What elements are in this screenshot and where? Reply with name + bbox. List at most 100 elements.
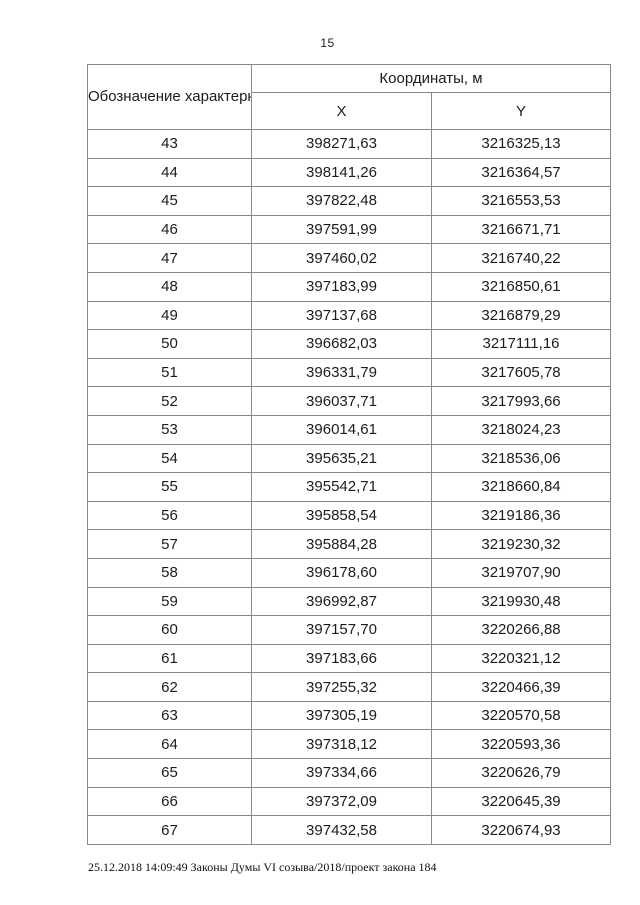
x-cell: 397591,99 [251, 214, 432, 245]
points-column-header: Обозначение характерных точек границ [87, 64, 252, 130]
x-cell: 397137,68 [251, 300, 432, 331]
point-cell: 47 [87, 243, 252, 273]
y-cell: 3219230,32 [431, 529, 611, 559]
x-cell: 395858,54 [251, 500, 432, 531]
x-cell: 397157,70 [251, 615, 432, 645]
x-cell: 397183,66 [251, 643, 432, 674]
x-cell: 398271,63 [251, 129, 432, 159]
y-cell: 3219930,48 [431, 586, 611, 617]
page-number: 15 [320, 36, 335, 50]
point-cell: 67 [87, 815, 252, 845]
table-row: 58 396178,60 3219707,90 [87, 557, 611, 588]
y-cell: 3220645,39 [431, 786, 611, 817]
x-cell: 397372,09 [251, 786, 432, 817]
y-cell: 3217605,78 [431, 357, 611, 388]
y-cell: 3220626,79 [431, 758, 611, 788]
x-cell: 397305,19 [251, 700, 432, 731]
y-cell: 3218660,84 [431, 472, 611, 502]
document-footer-stamp: 25.12.2018 14:09:49 Законы Думы VI созыв… [88, 860, 437, 874]
point-cell: 55 [87, 472, 252, 502]
point-cell: 46 [87, 214, 252, 245]
y-cell: 3220321,12 [431, 643, 611, 674]
table-body: 43 398271,63 3216325,13 44 398141,26 321… [87, 129, 611, 845]
table-row: 67 397432,58 3220674,93 [87, 815, 611, 845]
point-cell: 52 [87, 386, 252, 416]
y-cell: 3220674,93 [431, 815, 611, 845]
x-cell: 396331,79 [251, 357, 432, 388]
table-row: 64 397318,12 3220593,36 [87, 729, 611, 760]
table-header-row: Обозначение характерных точек границ Коо… [87, 64, 611, 130]
table-row: 59 396992,87 3219930,48 [87, 586, 611, 617]
table-row: 60 397157,70 3220266,88 [87, 615, 611, 645]
table-row: 49 397137,68 3216879,29 [87, 300, 611, 331]
x-cell: 397183,99 [251, 271, 432, 302]
table-row: 44 398141,26 3216364,57 [87, 157, 611, 188]
y-cell: 3217111,16 [431, 329, 611, 359]
y-cell: 3218024,23 [431, 414, 611, 445]
y-column-header: Y [431, 92, 611, 130]
point-cell: 48 [87, 271, 252, 302]
point-cell: 45 [87, 186, 252, 216]
y-cell: 3217993,66 [431, 386, 611, 416]
point-cell: 63 [87, 700, 252, 731]
table-row: 56 395858,54 3219186,36 [87, 500, 611, 531]
x-cell: 397255,32 [251, 672, 432, 702]
x-cell: 397432,58 [251, 815, 432, 845]
point-cell: 64 [87, 729, 252, 760]
coordinates-table: Обозначение характерных точек границ Коо… [87, 64, 611, 845]
table-row: 51 396331,79 3217605,78 [87, 357, 611, 388]
point-cell: 58 [87, 557, 252, 588]
point-cell: 54 [87, 443, 252, 474]
table-row: 48 397183,99 3216850,61 [87, 271, 611, 302]
coordinates-column-header: Координаты, м [251, 64, 611, 93]
table-row: 52 396037,71 3217993,66 [87, 386, 611, 416]
y-cell: 3216364,57 [431, 157, 611, 188]
table-row: 65 397334,66 3220626,79 [87, 758, 611, 788]
table-subheader-row: X Y [88, 92, 611, 130]
y-cell: 3218536,06 [431, 443, 611, 474]
x-cell: 395884,28 [251, 529, 432, 559]
table-row: 46 397591,99 3216671,71 [87, 214, 611, 245]
x-cell: 397822,48 [251, 186, 432, 216]
y-cell: 3216740,22 [431, 243, 611, 273]
point-cell: 53 [87, 414, 252, 445]
x-cell: 395542,71 [251, 472, 432, 502]
point-cell: 66 [87, 786, 252, 817]
table-row: 53 396014,61 3218024,23 [87, 414, 611, 445]
point-cell: 49 [87, 300, 252, 331]
x-cell: 397460,02 [251, 243, 432, 273]
y-cell: 3220593,36 [431, 729, 611, 760]
x-cell: 396682,03 [251, 329, 432, 359]
point-cell: 62 [87, 672, 252, 702]
y-cell: 3219707,90 [431, 557, 611, 588]
y-cell: 3220266,88 [431, 615, 611, 645]
table-row: 55 395542,71 3218660,84 [87, 472, 611, 502]
table-row: 62 397255,32 3220466,39 [87, 672, 611, 702]
x-cell: 395635,21 [251, 443, 432, 474]
y-cell: 3216671,71 [431, 214, 611, 245]
point-cell: 51 [87, 357, 252, 388]
point-cell: 44 [87, 157, 252, 188]
point-cell: 43 [87, 129, 252, 159]
table-row: 54 395635,21 3218536,06 [87, 443, 611, 474]
point-cell: 50 [87, 329, 252, 359]
table-row: 57 395884,28 3219230,32 [87, 529, 611, 559]
point-cell: 61 [87, 643, 252, 674]
y-cell: 3219186,36 [431, 500, 611, 531]
x-cell: 396014,61 [251, 414, 432, 445]
x-cell: 397334,66 [251, 758, 432, 788]
table-row: 63 397305,19 3220570,58 [87, 700, 611, 731]
table-row: 45 397822,48 3216553,53 [87, 186, 611, 216]
table-row: 43 398271,63 3216325,13 [87, 129, 611, 159]
x-cell: 396037,71 [251, 386, 432, 416]
x-cell: 398141,26 [251, 157, 432, 188]
y-cell: 3216879,29 [431, 300, 611, 331]
point-cell: 56 [87, 500, 252, 531]
x-cell: 397318,12 [251, 729, 432, 760]
point-cell: 65 [87, 758, 252, 788]
table-row: 50 396682,03 3217111,16 [87, 329, 611, 359]
x-cell: 396178,60 [251, 557, 432, 588]
point-cell: 59 [87, 586, 252, 617]
x-cell: 396992,87 [251, 586, 432, 617]
